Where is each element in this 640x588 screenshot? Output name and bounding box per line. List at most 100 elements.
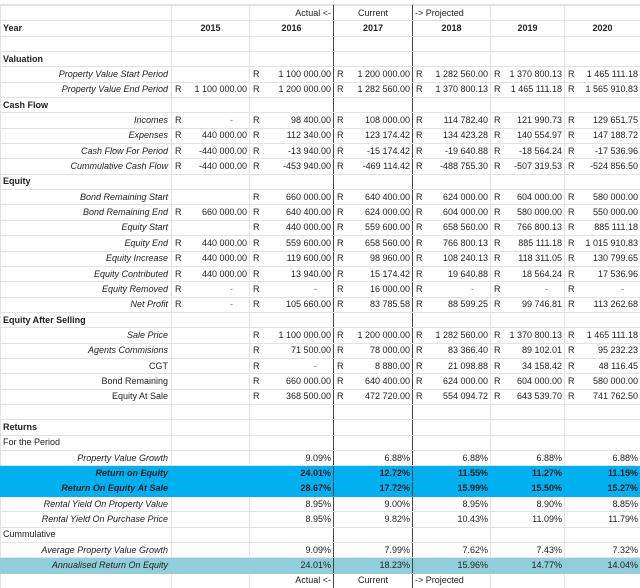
percent-cell-2017[interactable]: 6.88% bbox=[333, 449, 413, 467]
percent-cell-2016[interactable]: 8.95% bbox=[249, 495, 334, 513]
value-cell-2016[interactable]: R 112 340.00 bbox=[249, 127, 334, 145]
value-cell-2020[interactable]: R 147 188.72 bbox=[564, 127, 640, 145]
value-cell-2017[interactable]: R 123 174.42 bbox=[333, 127, 413, 145]
empty-cell[interactable] bbox=[0, 4, 172, 22]
value-cell-2018[interactable]: R 108 240.13 bbox=[412, 250, 491, 267]
percent-cell-2016[interactable]: 24.01% bbox=[249, 465, 334, 482]
value-cell-2018[interactable]: R 19 640.88 bbox=[412, 265, 491, 283]
value-cell-2018[interactable]: R 134 423.28 bbox=[412, 127, 491, 145]
empty-cell[interactable] bbox=[564, 526, 640, 544]
value-cell-2018[interactable]: R- bbox=[412, 281, 491, 298]
value-cell-2015[interactable] bbox=[171, 327, 250, 344]
value-cell-2016[interactable]: R 71 500.00 bbox=[249, 342, 334, 359]
empty-cell[interactable] bbox=[0, 35, 172, 53]
percent-cell-2015[interactable] bbox=[171, 557, 250, 574]
year-header-2019[interactable]: 2019 bbox=[490, 20, 565, 37]
row-label[interactable]: Property Value Growth bbox=[0, 449, 172, 467]
value-cell-2017[interactable]: R 1 200 000.00 bbox=[333, 66, 413, 83]
row-label[interactable]: Cash Flow For Period bbox=[0, 143, 172, 160]
section-title[interactable]: Returns bbox=[0, 419, 172, 436]
section-title[interactable]: Valuation bbox=[0, 51, 172, 68]
row-label[interactable]: Expenses bbox=[0, 127, 172, 145]
empty-cell[interactable] bbox=[412, 419, 491, 436]
empty-cell[interactable] bbox=[0, 572, 172, 588]
value-cell-2017[interactable]: R 8 880.00 bbox=[333, 357, 413, 375]
value-cell-2015[interactable]: R 440 000.00 bbox=[171, 265, 250, 283]
section-title[interactable]: Cummulative bbox=[0, 526, 172, 544]
value-cell-2020[interactable]: R 95 232.23 bbox=[564, 342, 640, 359]
percent-cell-2019[interactable]: 8.90% bbox=[490, 495, 565, 513]
row-label[interactable]: Property Value End Period bbox=[0, 81, 172, 99]
percent-cell-2017[interactable]: 9.00% bbox=[333, 495, 413, 513]
actual-marker[interactable]: Actual <- bbox=[249, 4, 334, 22]
empty-cell[interactable] bbox=[333, 403, 413, 421]
value-cell-2020[interactable]: R 580 000.00 bbox=[564, 373, 640, 390]
value-cell-2018[interactable]: R 766 800.13 bbox=[412, 235, 491, 252]
empty-cell[interactable] bbox=[564, 35, 640, 53]
value-cell-2016[interactable]: R 368 500.00 bbox=[249, 388, 334, 405]
actual-marker[interactable]: Actual <- bbox=[249, 572, 334, 588]
value-cell-2018[interactable]: R -19 640.88 bbox=[412, 143, 491, 160]
percent-cell-2015[interactable] bbox=[171, 542, 250, 559]
value-cell-2017[interactable]: R 15 174.42 bbox=[333, 265, 413, 283]
value-cell-2018[interactable]: R 624 000.00 bbox=[412, 373, 491, 390]
value-cell-2020[interactable]: R 48 116.45 bbox=[564, 357, 640, 375]
empty-cell[interactable] bbox=[564, 51, 640, 68]
row-label[interactable]: Equity Contributed bbox=[0, 265, 172, 283]
section-title[interactable]: Equity After Selling bbox=[0, 311, 172, 329]
value-cell-2015[interactable]: R -440 000.00 bbox=[171, 158, 250, 175]
value-cell-2020[interactable]: R -17 536.96 bbox=[564, 143, 640, 160]
percent-cell-2020[interactable]: 6.88% bbox=[564, 449, 640, 467]
empty-cell[interactable] bbox=[333, 434, 413, 451]
value-cell-2018[interactable]: R 624 000.00 bbox=[412, 189, 491, 206]
value-cell-2016[interactable]: R 440 000.00 bbox=[249, 219, 334, 237]
row-label[interactable]: Equity Increase bbox=[0, 250, 172, 267]
value-cell-2020[interactable]: R 741 762.50 bbox=[564, 388, 640, 405]
value-cell-2015[interactable] bbox=[171, 189, 250, 206]
value-cell-2015[interactable] bbox=[171, 357, 250, 375]
empty-cell[interactable] bbox=[564, 403, 640, 421]
empty-cell[interactable] bbox=[0, 403, 172, 421]
empty-cell[interactable] bbox=[564, 173, 640, 191]
value-cell-2016[interactable]: R 660 000.00 bbox=[249, 189, 334, 206]
empty-cell[interactable] bbox=[490, 572, 565, 588]
value-cell-2017[interactable]: R 559 600.00 bbox=[333, 219, 413, 237]
value-cell-2018[interactable]: R 658 560.00 bbox=[412, 219, 491, 237]
empty-cell[interactable] bbox=[333, 311, 413, 329]
value-cell-2017[interactable]: R 108 000.00 bbox=[333, 112, 413, 129]
row-label[interactable]: Bond Remaining Start bbox=[0, 189, 172, 206]
section-title[interactable]: For the Period bbox=[0, 434, 172, 451]
percent-cell-2020[interactable]: 15.27% bbox=[564, 480, 640, 498]
percent-cell-2018[interactable]: 6.88% bbox=[412, 449, 491, 467]
percent-cell-2016[interactable]: 9.09% bbox=[249, 542, 334, 559]
value-cell-2017[interactable]: R 1 282 560.00 bbox=[333, 81, 413, 99]
percent-cell-2020[interactable]: 7.32% bbox=[564, 542, 640, 559]
value-cell-2019[interactable]: R 885 111.18 bbox=[490, 235, 565, 252]
value-cell-2018[interactable]: R 114 782.40 bbox=[412, 112, 491, 129]
value-cell-2019[interactable]: R 1 465 111.18 bbox=[490, 81, 565, 99]
value-cell-2017[interactable]: R 472 720.00 bbox=[333, 388, 413, 405]
value-cell-2018[interactable]: R 88 599.25 bbox=[412, 296, 491, 313]
value-cell-2016[interactable]: R 13 940.00 bbox=[249, 265, 334, 283]
row-label[interactable]: CGT bbox=[0, 357, 172, 375]
current-marker[interactable]: Current bbox=[333, 4, 413, 22]
value-cell-2020[interactable]: R -524 856.50 bbox=[564, 158, 640, 175]
empty-cell[interactable] bbox=[171, 403, 250, 421]
projected-marker[interactable]: -> Projected bbox=[412, 4, 491, 22]
empty-cell[interactable] bbox=[249, 434, 334, 451]
year-header-2018[interactable]: 2018 bbox=[412, 20, 491, 37]
percent-cell-2019[interactable]: 11.27% bbox=[490, 465, 565, 482]
value-cell-2015[interactable]: R -440 000.00 bbox=[171, 143, 250, 160]
value-cell-2015[interactable]: R- bbox=[171, 296, 250, 313]
value-cell-2020[interactable]: R 1 565 910.83 bbox=[564, 81, 640, 99]
empty-cell[interactable] bbox=[490, 97, 565, 114]
row-label[interactable]: Cummulative Cash Flow bbox=[0, 158, 172, 175]
value-cell-2020[interactable]: R 1 015 910.83 bbox=[564, 235, 640, 252]
row-label[interactable]: Bond Remaining bbox=[0, 373, 172, 390]
value-cell-2019[interactable]: R 99 746.81 bbox=[490, 296, 565, 313]
empty-cell[interactable] bbox=[249, 419, 334, 436]
row-label[interactable]: Return On Equity At Sale bbox=[0, 480, 172, 498]
percent-cell-2015[interactable] bbox=[171, 465, 250, 482]
value-cell-2020[interactable]: R 580 000.00 bbox=[564, 189, 640, 206]
value-cell-2016[interactable]: R 640 400.00 bbox=[249, 204, 334, 221]
